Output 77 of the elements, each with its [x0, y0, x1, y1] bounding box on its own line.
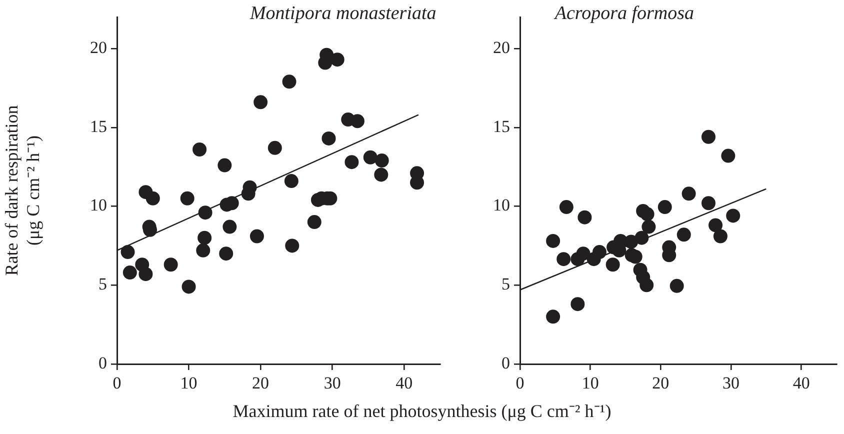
point: [640, 207, 654, 222]
point: [344, 155, 359, 170]
point: [682, 186, 696, 201]
point: [410, 176, 424, 190]
point: [122, 266, 137, 280]
x-tick-label: 40: [396, 374, 413, 393]
x-tick-label: 30: [722, 374, 740, 393]
point: [708, 218, 723, 232]
point: [556, 252, 571, 266]
point: [330, 52, 344, 67]
point: [701, 196, 716, 210]
point: [282, 74, 296, 89]
point: [713, 229, 728, 244]
y-tick-label: 0: [98, 353, 107, 372]
point: [676, 228, 691, 242]
point: [642, 220, 656, 234]
point: [670, 278, 684, 293]
point: [546, 234, 560, 248]
point: [592, 245, 606, 260]
y-tick-label: 10: [493, 196, 510, 215]
point: [180, 191, 194, 206]
point: [146, 191, 160, 206]
point: [374, 168, 388, 182]
point: [570, 297, 585, 312]
point: [192, 142, 207, 156]
x-tick-label: 40: [792, 374, 810, 393]
y-tick-label: 15: [493, 116, 510, 136]
point: [268, 140, 282, 155]
point: [138, 267, 153, 282]
point: [658, 200, 672, 214]
point: [350, 114, 364, 128]
x-tick-label: 10: [180, 374, 198, 393]
point: [578, 210, 592, 224]
y-tick-label: 20: [493, 38, 510, 58]
point: [198, 230, 212, 245]
point: [198, 206, 212, 220]
y-tick-label: 15: [90, 116, 107, 136]
point: [222, 220, 237, 234]
point: [634, 230, 649, 245]
chart-title: Acropora formosa: [552, 3, 694, 24]
point: [322, 131, 336, 146]
point: [628, 250, 642, 264]
point: [640, 278, 654, 292]
point: [285, 238, 300, 253]
y-tick-label: 5: [98, 274, 107, 294]
point: [721, 148, 736, 163]
y-tick-label: 0: [502, 353, 510, 372]
point: [254, 95, 268, 110]
x-axis-title: Maximum rate of net photosynthesis (μg C cm⁻² h⁻¹): [232, 400, 612, 422]
point: [726, 208, 740, 223]
y-tick-label: 10: [90, 196, 107, 215]
point: [164, 258, 178, 272]
point: [559, 200, 574, 214]
point: [120, 245, 135, 260]
point: [182, 280, 196, 294]
y-tick-label: 5: [502, 274, 510, 294]
point: [219, 246, 234, 261]
y-tick-label: 20: [90, 38, 107, 58]
point: [576, 246, 590, 261]
x-tick-label: 0: [112, 374, 122, 393]
chart-title: Montipora monasteriata: [248, 3, 436, 24]
point: [546, 310, 560, 324]
x-tick-label: 20: [652, 374, 670, 393]
x-tick-label: 10: [582, 374, 599, 393]
point: [374, 154, 389, 168]
point: [363, 150, 378, 164]
point: [701, 130, 716, 144]
y-axis-title: Rate of dark respiration (μg C cm⁻² h⁻¹): [2, 105, 44, 276]
x-tick-label: 20: [252, 374, 270, 393]
point: [196, 243, 210, 258]
point: [606, 258, 620, 272]
point: [307, 215, 322, 230]
point: [218, 158, 232, 172]
x-tick-label: 0: [516, 374, 524, 393]
x-tick-label: 30: [324, 374, 341, 393]
point: [250, 229, 264, 244]
point: [284, 174, 298, 188]
